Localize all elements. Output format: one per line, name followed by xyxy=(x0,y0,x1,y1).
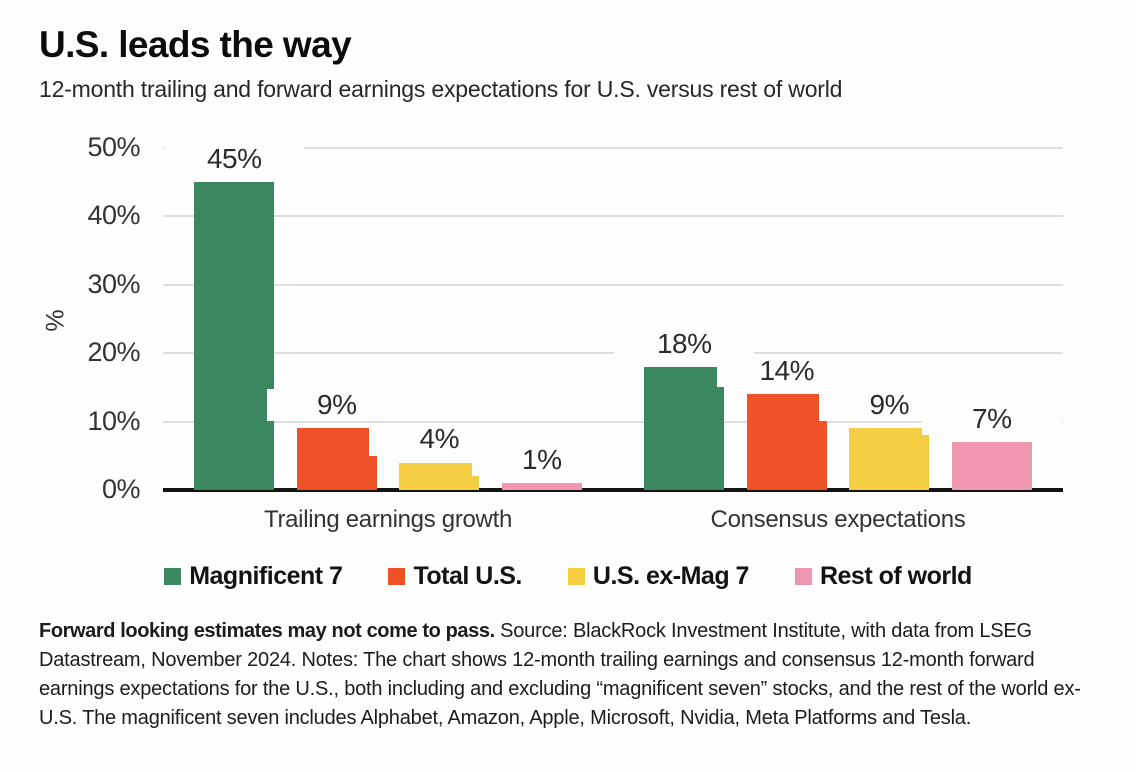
legend: Magnificent 7 Total U.S. U.S. ex-Mag 7 Rest… xyxy=(0,562,1136,591)
bar-value-magnificent-7-consensus-expectations: 18% xyxy=(614,327,755,360)
legend-label-u-s-ex-mag-7: U.S. ex-Mag 7 xyxy=(592,562,750,590)
bar-u-s-ex-mag-7-consensus-expectations xyxy=(849,428,930,490)
footnote: Forward looking estimates may not come t… xyxy=(39,617,1097,733)
bar-rest-of-world-trailing-earnings-growth xyxy=(501,483,582,490)
footnote-source-notes: Source: BlackRock Investment Institute, … xyxy=(39,620,1081,729)
bar-value-rest-of-world-consensus-expectations: 7% xyxy=(921,402,1062,436)
legend-item-magnificent-7: Magnificent 7 xyxy=(164,562,343,591)
gridline-50 xyxy=(163,147,1063,149)
bar-total-u-s-trailing-earnings-growth xyxy=(296,428,377,490)
legend-label-magnificent-7: Magnificent 7 xyxy=(189,562,343,590)
y-tick-50: 50% xyxy=(87,132,140,162)
chart-title: U.S. leads the way xyxy=(39,24,352,65)
bar-value-magnificent-7-trailing-earnings-growth: 45% xyxy=(164,143,305,176)
x-axis-line xyxy=(163,488,1063,492)
y-axis-ticks: 0% 10% 20% 30% 40% 50% xyxy=(0,132,148,504)
gridline-10 xyxy=(163,420,1063,423)
bar-rest-of-world-consensus-expectations xyxy=(951,442,1032,490)
bar-magnificent-7-trailing-earnings-growth xyxy=(194,182,275,490)
bar-total-u-s-consensus-expectations xyxy=(746,394,827,490)
legend-swatch-u-s-ex-mag-7 xyxy=(567,568,585,585)
footnote-disclaimer: Forward looking estimates may not come t… xyxy=(39,620,495,642)
bar-value-total-u-s-trailing-earnings-growth: 9% xyxy=(266,389,407,422)
legend-swatch-total-u-s xyxy=(388,568,406,585)
y-tick-30: 30% xyxy=(87,268,140,299)
category-label-trailing-earnings-growth: Trailing earnings growth xyxy=(263,506,513,533)
legend-item-total-u-s: Total U.S. xyxy=(388,562,522,591)
legend-label-total-u-s: Total U.S. xyxy=(413,562,522,590)
legend-swatch-rest-of-world xyxy=(794,568,812,585)
chart-subtitle: 12-month trailing and forward earnings e… xyxy=(39,76,843,102)
plot-area: 45% 9% 4% 1% 18% 14% 9% 7% xyxy=(163,143,1063,492)
bar-magnificent-7-consensus-expectations xyxy=(644,366,725,490)
legend-label-rest-of-world: Rest of world xyxy=(819,562,972,590)
category-label-consensus-expectations: Consensus expectations xyxy=(710,506,966,533)
gridline-30 xyxy=(163,283,1063,286)
y-tick-40: 40% xyxy=(87,200,140,231)
bar-value-total-u-s-consensus-expectations: 14% xyxy=(716,355,857,388)
legend-item-u-s-ex-mag-7: U.S. ex-Mag 7 xyxy=(567,562,750,591)
legend-item-rest-of-world: Rest of world xyxy=(794,562,972,591)
y-tick-10: 10% xyxy=(87,405,140,436)
bar-value-rest-of-world-trailing-earnings-growth: 1% xyxy=(471,443,612,477)
gridline-40 xyxy=(163,215,1063,218)
y-tick-0: 0% xyxy=(101,474,141,504)
y-tick-20: 20% xyxy=(87,337,140,368)
legend-swatch-magnificent-7 xyxy=(164,568,182,585)
gridline-20 xyxy=(163,352,1063,355)
bar-u-s-ex-mag-7-trailing-earnings-growth xyxy=(399,462,480,490)
